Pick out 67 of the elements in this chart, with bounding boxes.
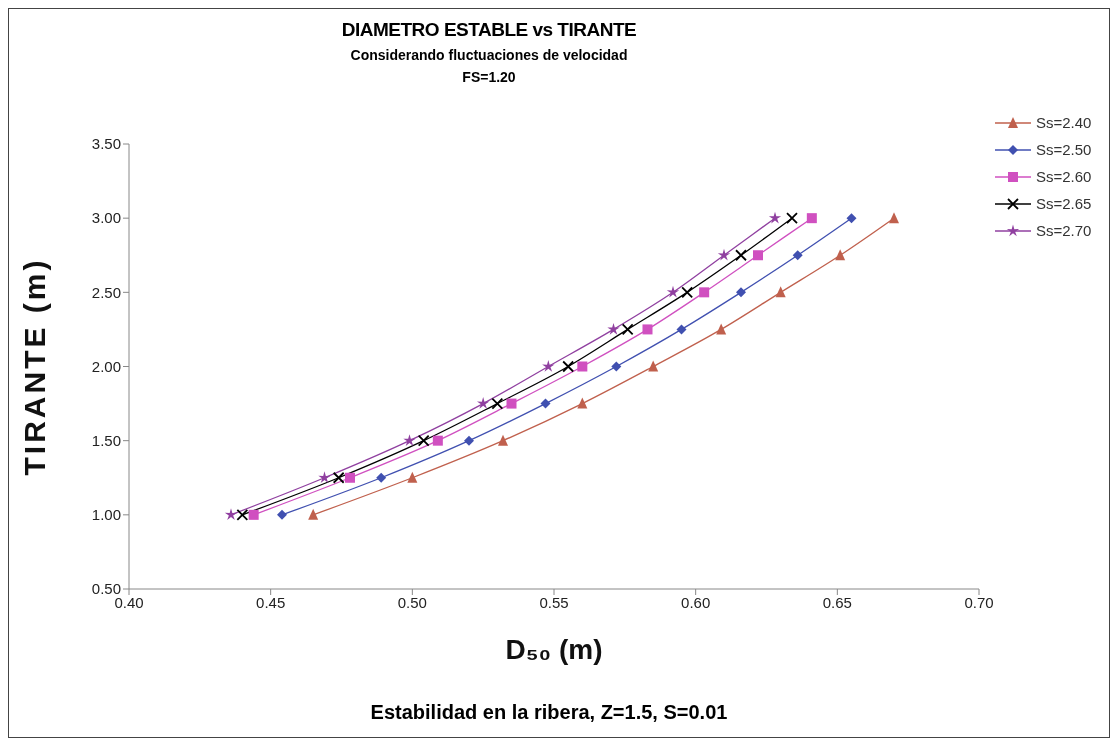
x-tick-label: 0.55	[539, 593, 569, 611]
point	[432, 435, 443, 446]
point	[621, 323, 634, 336]
y-tick-label: 2.00	[91, 357, 121, 375]
point	[376, 472, 387, 483]
x-tick-label: 0.60	[681, 593, 711, 611]
x-tick-label: 0.50	[397, 593, 427, 611]
x-tick-label: 0.70	[964, 593, 994, 611]
point	[318, 471, 331, 484]
point	[642, 324, 653, 335]
y-axis-title: TIRANTE (m)	[17, 257, 51, 476]
chart-title: DIAMETRO ESTABLE vs TIRANTE	[340, 19, 638, 41]
legend-label: Ss=2.60	[1036, 168, 1092, 185]
x-axis-title: D₅₀ (m)	[505, 634, 603, 665]
point	[717, 248, 731, 261]
point	[736, 287, 746, 298]
point	[464, 435, 474, 446]
chart-subtitle: Considerando fluctuaciones de velocidad FS=1.20	[349, 47, 629, 85]
y-tick-label: 1.50	[91, 431, 121, 449]
point	[792, 250, 803, 261]
x-tick-label: 0.65	[822, 593, 852, 611]
point	[716, 323, 727, 335]
point	[498, 434, 508, 446]
legend-label: Ss=2.65	[1036, 195, 1092, 212]
point	[577, 361, 588, 372]
point	[666, 285, 680, 298]
point	[699, 287, 710, 298]
legend-label: Ss=2.40	[1036, 114, 1092, 131]
point	[403, 434, 416, 446]
point	[607, 322, 620, 335]
point	[248, 509, 259, 520]
point	[768, 211, 782, 224]
point	[224, 508, 238, 521]
y-tick-label: 3.50	[91, 135, 121, 153]
point	[506, 398, 517, 409]
point	[775, 286, 786, 298]
point	[236, 508, 249, 521]
y-tick-label: 1.00	[91, 506, 121, 524]
point	[277, 509, 287, 520]
point	[681, 286, 694, 299]
point	[332, 471, 345, 484]
point	[542, 360, 555, 372]
y-tick-label: 2.50	[91, 283, 121, 301]
legend-label: Ss=2.50	[1036, 141, 1092, 158]
point	[846, 213, 857, 224]
point	[889, 212, 899, 224]
point	[806, 213, 817, 224]
point	[491, 397, 504, 410]
point	[345, 472, 355, 483]
point	[735, 249, 747, 262]
point	[540, 398, 551, 409]
y-tick-label: 3.00	[91, 209, 121, 227]
point	[308, 508, 319, 520]
point	[562, 360, 575, 373]
point	[786, 212, 798, 225]
point	[577, 397, 588, 409]
point	[417, 434, 430, 447]
point	[407, 471, 418, 483]
point	[476, 397, 490, 409]
point	[753, 250, 763, 261]
point	[611, 361, 622, 372]
x-tick-label: 0.45	[256, 593, 286, 611]
point	[835, 249, 846, 261]
legend-label: Ss=2.70	[1036, 222, 1092, 239]
point	[648, 360, 659, 372]
point	[676, 324, 687, 335]
text: Estabilidad en la ribera, Z=1.5, S=0.01	[369, 701, 729, 724]
